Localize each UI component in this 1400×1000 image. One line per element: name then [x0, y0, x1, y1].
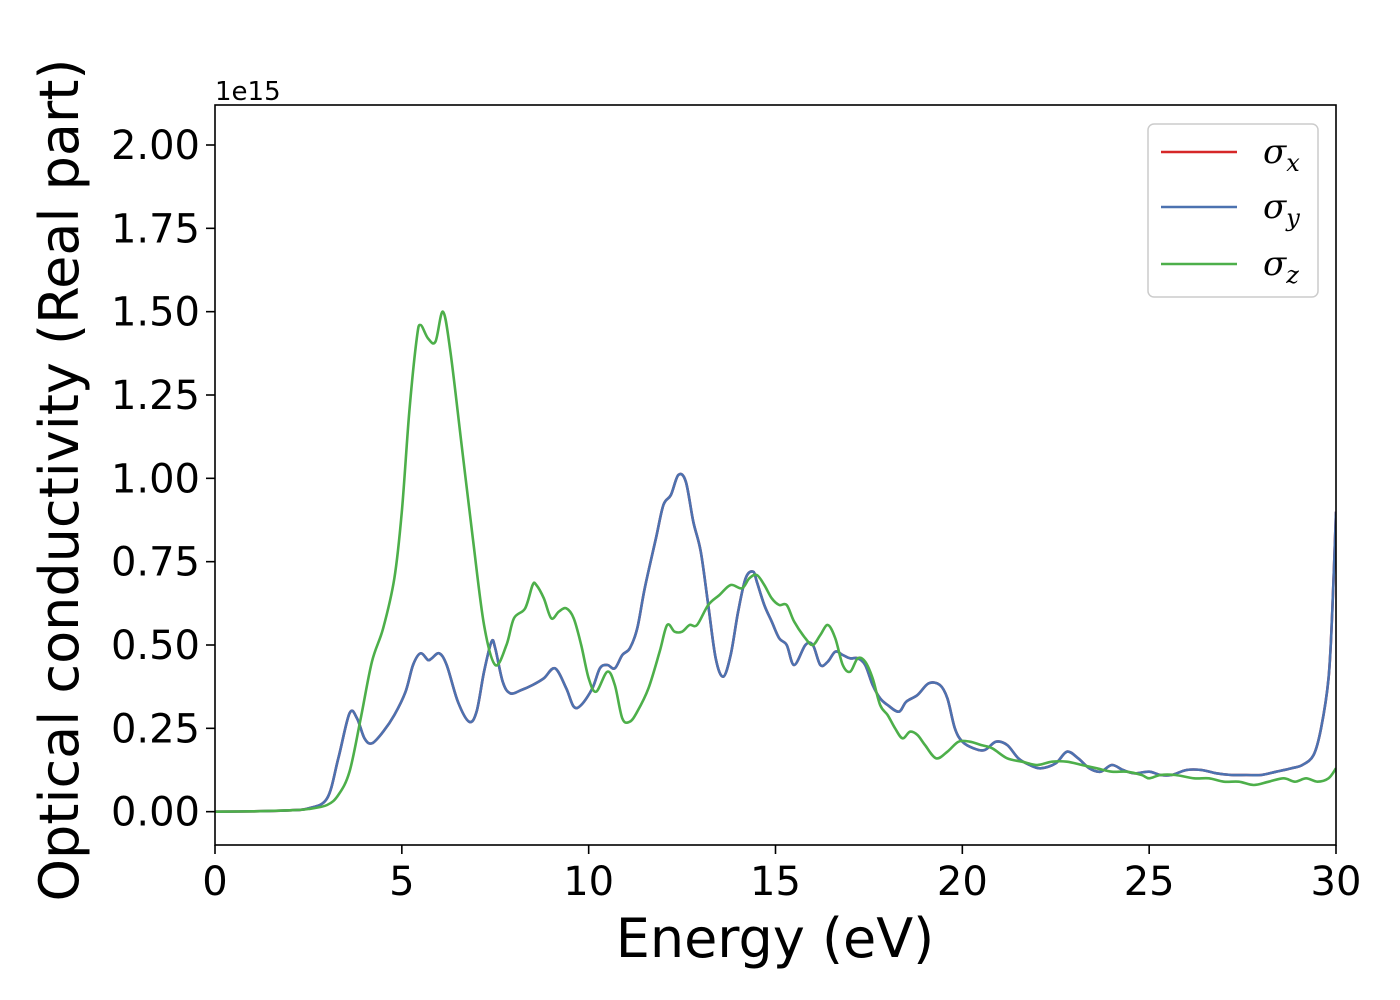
- y-tick-label: 0.25: [111, 706, 200, 752]
- y-ticks: 0.00 0.25 0.50 0.75 1.00 1.25 1.50 1.75 2.00: [111, 123, 215, 836]
- legend-entries: σx σy σz: [1161, 132, 1300, 289]
- legend: σx σy σz: [1147, 123, 1319, 298]
- y-tick-label: 0.00: [111, 790, 200, 836]
- series-line-x: [215, 472, 1336, 813]
- x-tick-label: 20: [937, 859, 988, 905]
- y-offset-label: 1e15: [215, 77, 281, 107]
- legend-label-x: σx: [1263, 132, 1300, 177]
- y-tick-label: 1.25: [111, 373, 200, 419]
- x-axis-title: Energy (eV): [616, 907, 935, 970]
- series-layer: [215, 310, 1336, 813]
- y-tick-label: 0.50: [111, 623, 200, 669]
- y-tick-label: 0.75: [111, 540, 200, 586]
- y-tick-label: 1.00: [111, 456, 200, 502]
- x-tick-label: 25: [1124, 859, 1175, 905]
- x-tick-label: 0: [202, 859, 227, 905]
- series-line-z: [215, 310, 1336, 813]
- series-line-y: [215, 472, 1336, 813]
- y-tick-label: 1.75: [111, 206, 200, 252]
- x-tick-label: 5: [389, 859, 414, 905]
- legend-label-z: σz: [1263, 244, 1299, 289]
- y-tick-label: 2.00: [111, 123, 200, 169]
- x-tick-label: 15: [750, 859, 801, 905]
- legend-label-y: σy: [1263, 187, 1300, 232]
- legend-box: [1147, 123, 1319, 298]
- x-ticks: 0 5 10 15 20 25 30: [202, 845, 1361, 905]
- x-tick-label: 10: [563, 859, 614, 905]
- y-tick-label: 1.50: [111, 290, 200, 336]
- y-axis-title: Optical conductivity (Real part): [28, 59, 91, 902]
- x-tick-label: 30: [1311, 859, 1362, 905]
